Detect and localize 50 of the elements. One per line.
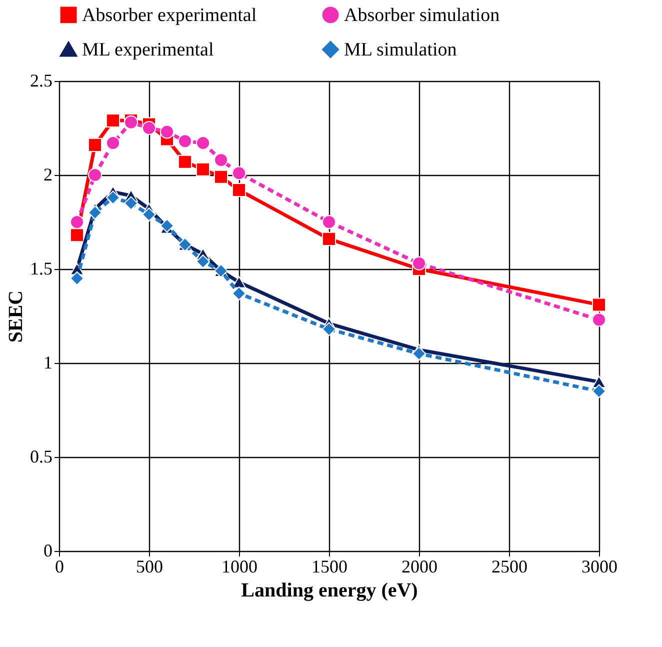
y-tick-label: 0.5 bbox=[30, 446, 52, 466]
y-tick-label: 2 bbox=[44, 164, 52, 184]
point bbox=[142, 207, 156, 222]
point bbox=[70, 271, 84, 286]
point bbox=[88, 168, 102, 182]
x-tick-label: 1000 bbox=[222, 556, 258, 576]
point bbox=[142, 120, 156, 136]
point bbox=[70, 214, 84, 230]
x-tick-label: 3000 bbox=[582, 556, 618, 576]
point bbox=[232, 183, 246, 198]
point bbox=[322, 322, 336, 336]
legend-label: ML simulation bbox=[344, 40, 458, 60]
x-axis-title: Landing energy (eV) bbox=[241, 580, 418, 602]
point bbox=[88, 138, 102, 152]
point bbox=[214, 170, 228, 184]
point bbox=[592, 312, 606, 327]
y-tick-label: 1 bbox=[44, 352, 52, 372]
point bbox=[412, 256, 426, 270]
point bbox=[196, 254, 210, 268]
point bbox=[106, 136, 120, 150]
point bbox=[196, 162, 210, 176]
point bbox=[232, 286, 246, 300]
point bbox=[88, 206, 102, 220]
point bbox=[106, 113, 120, 128]
point bbox=[124, 196, 138, 210]
point bbox=[70, 228, 84, 242]
x-tick-label: 500 bbox=[136, 556, 163, 576]
point bbox=[196, 136, 210, 150]
point bbox=[178, 134, 192, 148]
point bbox=[592, 384, 606, 398]
y-tick-label: 0 bbox=[44, 540, 52, 560]
point bbox=[232, 166, 246, 180]
point bbox=[412, 346, 426, 361]
point bbox=[322, 232, 336, 246]
point bbox=[160, 124, 174, 139]
x-tick-label: 2500 bbox=[492, 556, 528, 576]
legend-label: ML experimental bbox=[82, 40, 214, 60]
point bbox=[178, 154, 192, 169]
point bbox=[592, 298, 606, 312]
x-tick-label: 2000 bbox=[402, 556, 438, 576]
point bbox=[106, 190, 120, 205]
point bbox=[214, 152, 228, 167]
y-tick-label: 1.5 bbox=[30, 258, 52, 278]
y-axis-title: SEEC bbox=[5, 290, 27, 343]
y-tick-label: 2.5 bbox=[30, 70, 52, 90]
legend-label: Absorber simulation bbox=[344, 4, 500, 26]
point bbox=[322, 214, 336, 230]
legend-label: Absorber experimental bbox=[82, 4, 257, 26]
point bbox=[160, 218, 174, 233]
x-tick-label: 1500 bbox=[312, 556, 348, 576]
